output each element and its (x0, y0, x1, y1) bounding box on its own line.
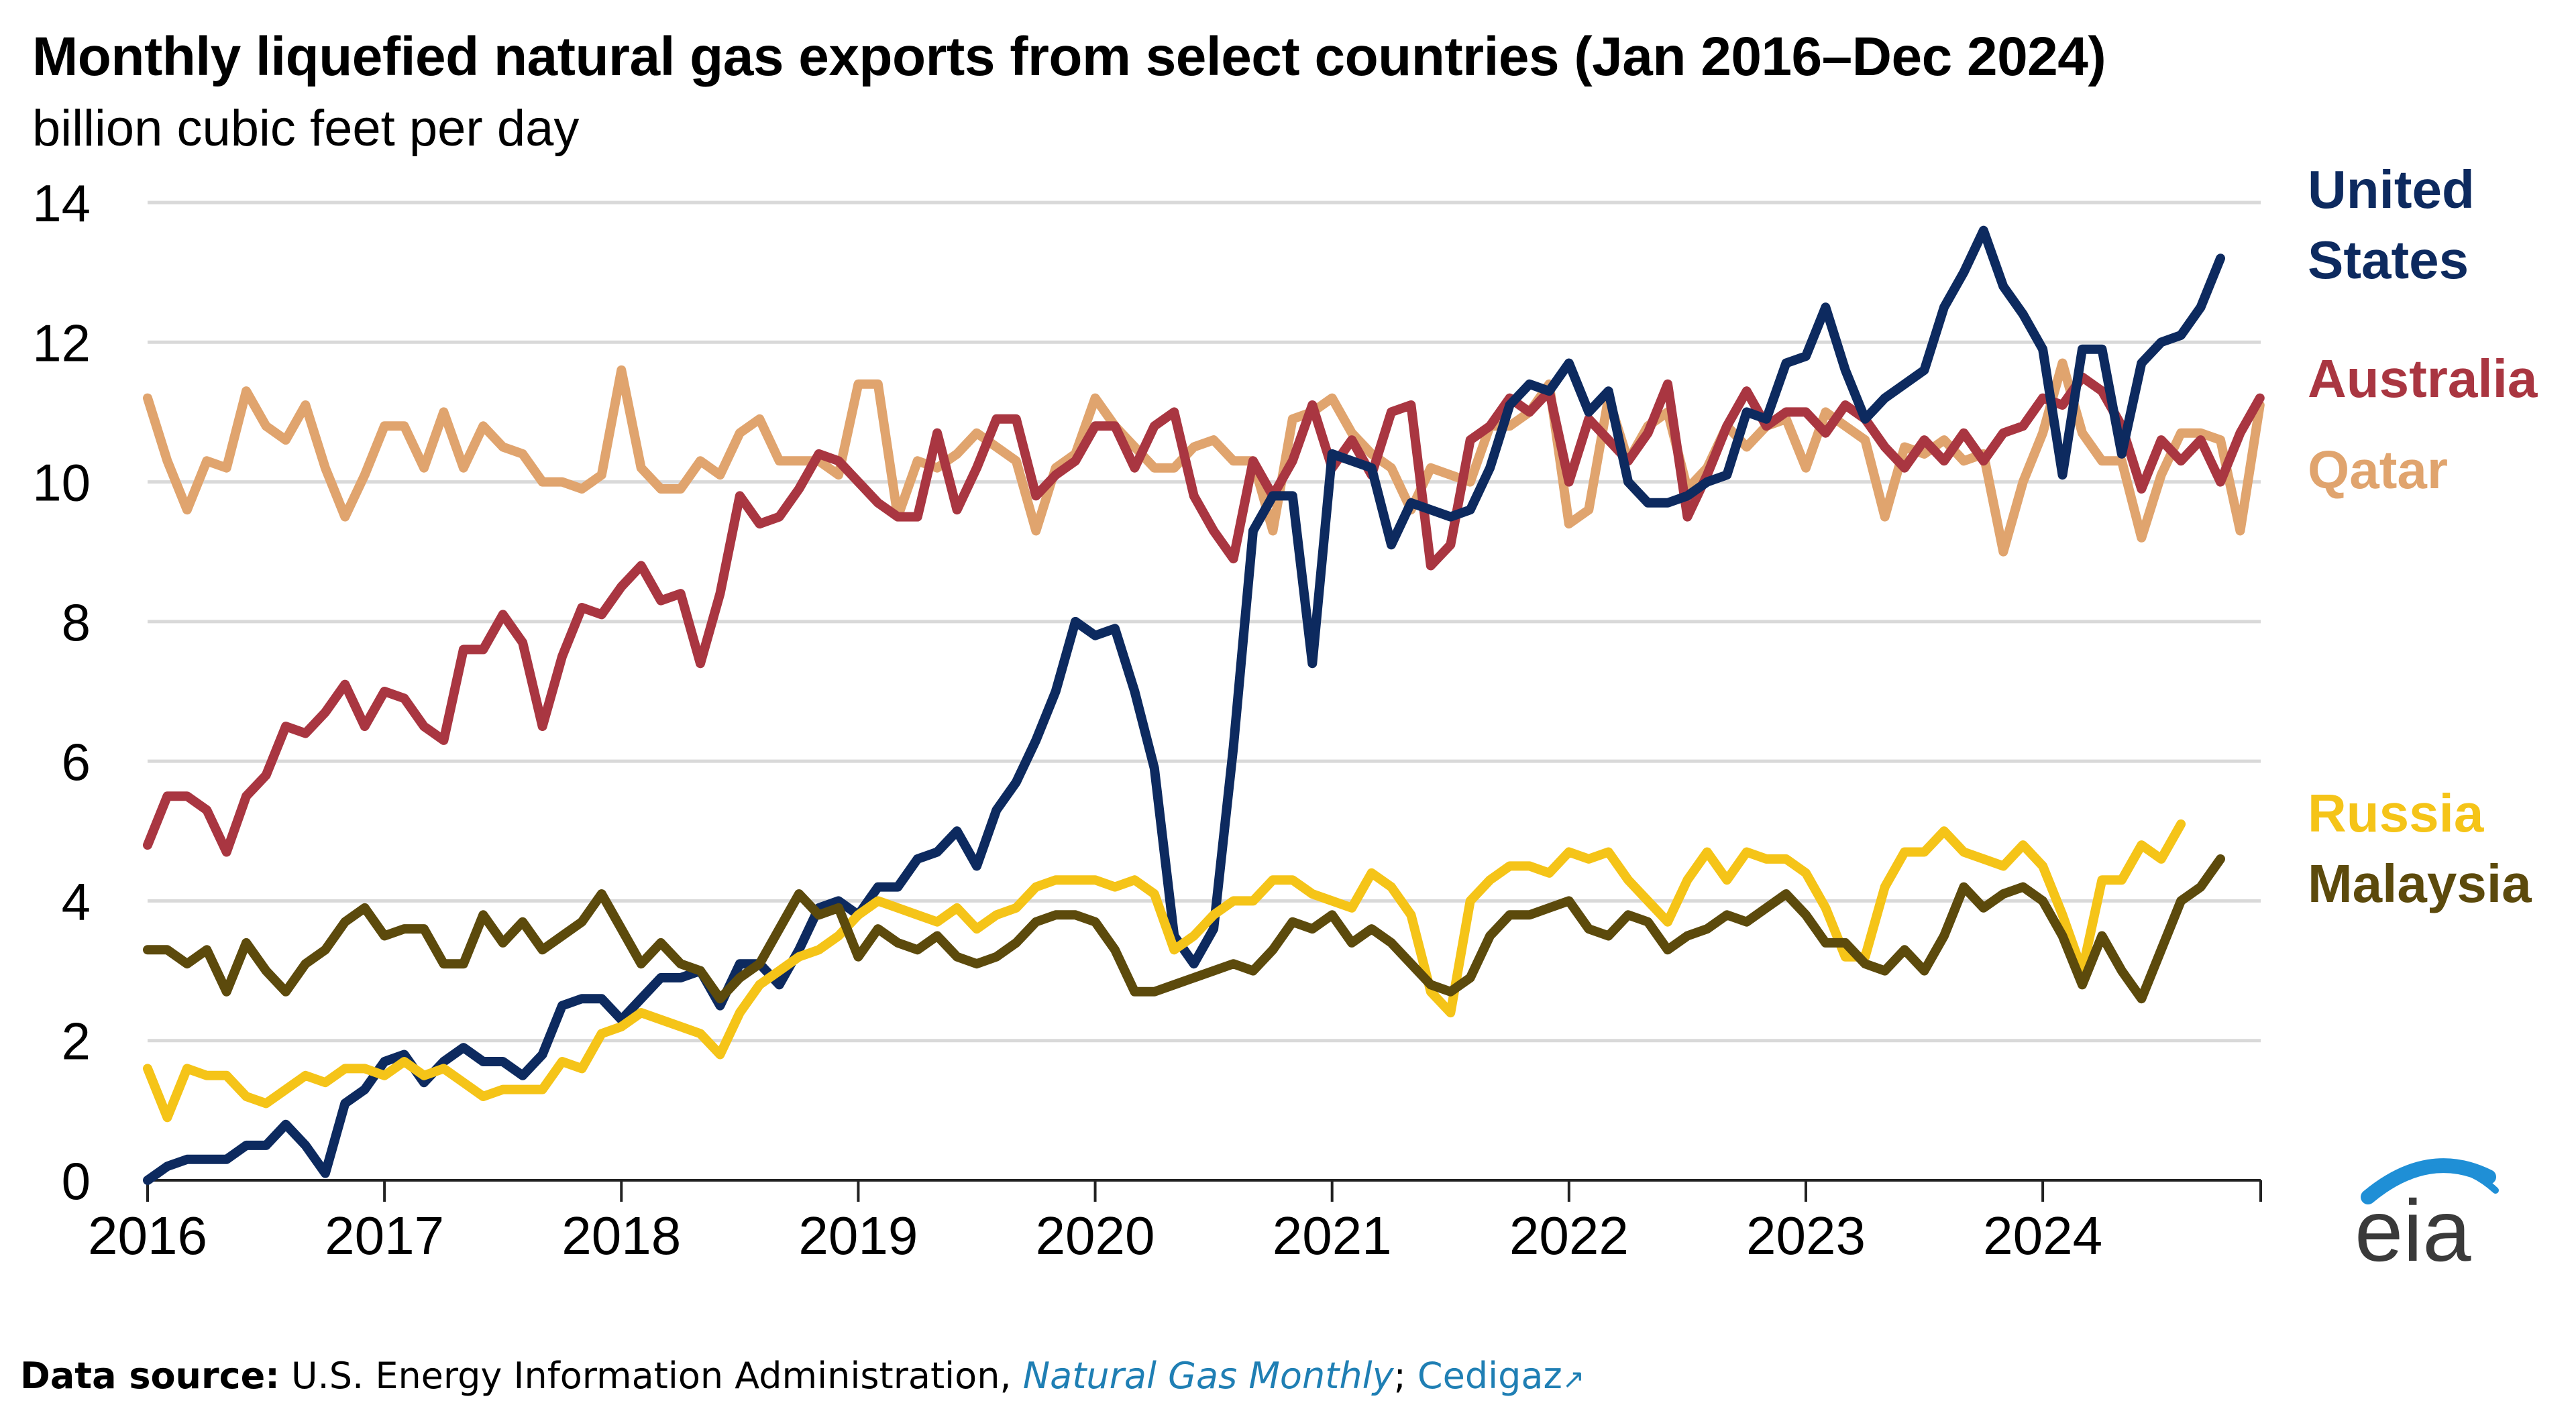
series-labels: United States Australia Qatar Russia Mal… (2308, 160, 2538, 913)
x-tick-label: 2021 (1273, 1206, 1392, 1265)
natural-gas-monthly-link[interactable]: Natural Gas Monthly (1022, 1355, 1394, 1397)
label-united-states-line2: States (2308, 230, 2469, 290)
footer-separator: ; (1393, 1355, 1417, 1397)
series-line-qatar (143, 358, 2265, 557)
footer-label: Data source: (20, 1355, 280, 1397)
eia-logo-icon: eia (2328, 1150, 2516, 1280)
series-line-united-states (143, 225, 2225, 1185)
data-source-footer: Data source: U.S. Energy Information Adm… (20, 1355, 1585, 1397)
gridlines (148, 201, 2261, 1043)
external-link-icon: ↗ (1562, 1364, 1585, 1395)
x-tick-label: 2023 (1746, 1206, 1866, 1265)
x-tick-label: 2019 (798, 1206, 918, 1265)
chart-subtitle: billion cubic feet per day (32, 100, 580, 157)
y-tick-label: 10 (32, 453, 91, 512)
x-tick-label: 2020 (1036, 1206, 1155, 1265)
x-tick-label: 2016 (88, 1206, 207, 1265)
y-tick-label: 6 (62, 732, 91, 791)
cedigaz-link[interactable]: Cedigaz (1417, 1355, 1562, 1397)
label-qatar: Qatar (2308, 440, 2448, 500)
label-russia: Russia (2308, 783, 2484, 843)
x-tick-label: 2022 (1509, 1206, 1629, 1265)
y-tick-label: 2 (62, 1012, 91, 1071)
footer-text: U.S. Energy Information Administration, (279, 1355, 1023, 1397)
label-united-states-line1: United (2308, 160, 2475, 219)
x-tick-label: 2017 (325, 1206, 444, 1265)
series-line-malaysia (143, 854, 2225, 1004)
label-malaysia: Malaysia (2308, 854, 2532, 913)
y-tick-label: 8 (62, 593, 91, 652)
y-tick-label: 12 (32, 313, 91, 372)
series-line-russia (143, 819, 2186, 1123)
axes: 0 2 4 6 8 10 12 14 2016 2017 2018 2019 2020 2021 2022 2… (32, 174, 2262, 1265)
y-tick-label: 14 (32, 174, 91, 233)
x-tick-label: 2018 (561, 1206, 681, 1265)
series-line-australia (143, 372, 2265, 857)
series-lines (143, 225, 2265, 1185)
chart-title: Monthly liquefied natural gas exports fr… (32, 26, 2106, 87)
y-tick-label: 4 (62, 872, 91, 931)
eia-logo-graphic: eia (2355, 1158, 2499, 1280)
y-tick-label: 0 (62, 1151, 91, 1210)
eia-logo-text: eia (2355, 1182, 2471, 1271)
label-australia: Australia (2308, 349, 2538, 408)
x-tick-label: 2024 (1983, 1206, 2102, 1265)
